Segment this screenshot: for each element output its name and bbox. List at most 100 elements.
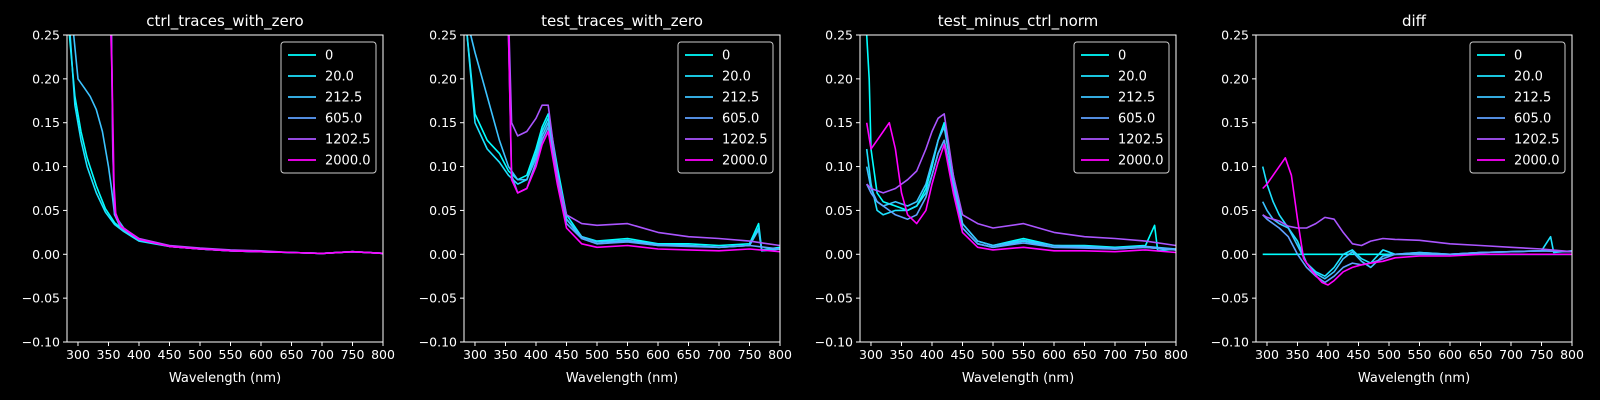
axes-frame bbox=[463, 34, 781, 343]
y-tick-label: 0.10 bbox=[1221, 159, 1249, 174]
legend-label: 0 bbox=[1118, 49, 1126, 64]
x-tick-label: 350 bbox=[97, 347, 121, 362]
y-tick-label: 0.15 bbox=[1221, 115, 1249, 130]
x-tick-label: 300 bbox=[1255, 347, 1279, 362]
x-tick-label: 550 bbox=[616, 347, 640, 362]
legend-label: 605.0 bbox=[325, 112, 362, 127]
x-tick-label: 700 bbox=[1103, 347, 1127, 362]
x-tick-label: 800 bbox=[1560, 347, 1584, 362]
x-tick-label: 600 bbox=[1438, 347, 1462, 362]
x-tick-label: 500 bbox=[585, 347, 609, 362]
x-tick-label: 600 bbox=[1042, 347, 1066, 362]
legend-label: 20.0 bbox=[325, 70, 354, 85]
legend-frame bbox=[677, 41, 774, 174]
series-group bbox=[68, 35, 383, 255]
y-tick-label: −0.10 bbox=[815, 335, 853, 350]
y-tick-label: −0.05 bbox=[1211, 291, 1249, 306]
legend: 0 20.0 212.5 605.0 1202.5 2000.0 bbox=[677, 41, 774, 174]
legend-label: 0 bbox=[325, 49, 333, 64]
x-tick-label: 800 bbox=[1164, 347, 1188, 362]
y-tick-label: 0.20 bbox=[32, 71, 60, 86]
x-tick-label: 450 bbox=[555, 347, 579, 362]
x-tick-label: 750 bbox=[738, 347, 762, 362]
x-tick-label: 650 bbox=[280, 347, 304, 362]
chart-title: diff bbox=[1402, 12, 1427, 30]
chart-title: ctrl_traces_with_zero bbox=[146, 12, 303, 31]
legend-label: 20.0 bbox=[1514, 70, 1543, 85]
y-tick-label: 0.05 bbox=[429, 203, 457, 218]
legend-frame bbox=[1469, 41, 1566, 174]
y-tick-label: 0.15 bbox=[32, 115, 60, 130]
y-tick-label: −0.10 bbox=[419, 335, 457, 350]
legend-label: 20.0 bbox=[722, 70, 751, 85]
legend-label: 20.0 bbox=[1118, 70, 1147, 85]
y-tick-label: 0.20 bbox=[1221, 71, 1249, 86]
legend-label: 1202.5 bbox=[325, 133, 371, 148]
y-tick-label: 0.05 bbox=[1221, 203, 1249, 218]
legend: 0 20.0 212.5 605.0 1202.5 2000.0 bbox=[1469, 41, 1566, 174]
x-tick-label: 500 bbox=[981, 347, 1005, 362]
x-tick-label: 650 bbox=[677, 347, 701, 362]
y-tick-label: 0.05 bbox=[32, 203, 60, 218]
x-tick-label: 700 bbox=[310, 347, 334, 362]
x-tick-label: 400 bbox=[920, 347, 944, 362]
series-line-20.0 bbox=[1261, 166, 1572, 278]
legend-frame bbox=[280, 41, 377, 174]
legend-label: 212.5 bbox=[1118, 91, 1155, 106]
series-line-605.0 bbox=[1262, 214, 1572, 284]
x-tick-label: 450 bbox=[158, 347, 182, 362]
legend-label: 2000.0 bbox=[1118, 154, 1164, 169]
x-tick-label: 300 bbox=[859, 347, 883, 362]
x-tick-label: 350 bbox=[494, 347, 518, 362]
legend-label: 0 bbox=[1514, 49, 1522, 64]
x-tick-label: 800 bbox=[768, 347, 792, 362]
legend-frame bbox=[1073, 41, 1170, 174]
y-tick-label: 0.00 bbox=[825, 247, 853, 262]
x-tick-label: 650 bbox=[1073, 347, 1097, 362]
y-tick-label: 0.05 bbox=[825, 203, 853, 218]
y-tick-label: 0.00 bbox=[1221, 247, 1249, 262]
legend-label: 605.0 bbox=[1118, 112, 1155, 127]
legend-label: 2000.0 bbox=[325, 154, 371, 169]
y-tick-label: 0.00 bbox=[429, 247, 457, 262]
x-axis-label: Wavelength (nm) bbox=[169, 371, 281, 386]
chart-title: test_minus_ctrl_norm bbox=[938, 12, 1099, 31]
y-tick-label: 0.25 bbox=[825, 28, 853, 43]
y-tick-label: 0.25 bbox=[32, 28, 60, 43]
x-tick-label: 750 bbox=[1134, 347, 1158, 362]
x-tick-label: 550 bbox=[1012, 347, 1036, 362]
legend: 0 20.0 212.5 605.0 1202.5 2000.0 bbox=[1073, 41, 1170, 174]
y-tick-label: 0.25 bbox=[429, 28, 457, 43]
y-tick-label: −0.10 bbox=[1211, 335, 1249, 350]
legend: 0 20.0 212.5 605.0 1202.5 2000.0 bbox=[280, 41, 377, 174]
x-axis-label: Wavelength (nm) bbox=[566, 371, 678, 386]
y-tick-label: 0.10 bbox=[429, 159, 457, 174]
chart-panel-4: 300 350 400 450 500 550 600 650 700 750 800 −0.10 −0… bbox=[1211, 12, 1584, 386]
chart-panel-2: 300 350 400 450 500 550 600 650 700 750 800 −0.10 −0… bbox=[419, 12, 792, 386]
x-tick-label: 500 bbox=[188, 347, 212, 362]
series-line-605.0 bbox=[865, 139, 1176, 251]
x-tick-label: 750 bbox=[1530, 347, 1554, 362]
series-line-212.5 bbox=[865, 126, 1176, 250]
y-tick-label: 0.15 bbox=[429, 115, 457, 130]
y-tick-label: 0.20 bbox=[825, 71, 853, 86]
chart-panel-3: 300 350 400 450 500 550 600 650 700 750 800 −0.10 −0… bbox=[815, 12, 1188, 386]
series-line-2000.0 bbox=[1262, 157, 1572, 286]
y-tick-label: 0.20 bbox=[429, 71, 457, 86]
x-tick-label: 350 bbox=[1286, 347, 1310, 362]
chart-title: test_traces_with_zero bbox=[541, 12, 703, 31]
x-tick-label: 300 bbox=[66, 347, 90, 362]
x-axis-label: Wavelength (nm) bbox=[1358, 371, 1470, 386]
y-tick-label: 0.15 bbox=[825, 115, 853, 130]
x-tick-label: 450 bbox=[1347, 347, 1371, 362]
y-tick-label: 0.00 bbox=[32, 247, 60, 262]
x-tick-label: 700 bbox=[707, 347, 731, 362]
series-line-2000.0 bbox=[507, 35, 780, 253]
legend-label: 605.0 bbox=[722, 112, 759, 127]
series-line-0 bbox=[466, 35, 780, 251]
x-tick-label: 750 bbox=[341, 347, 365, 362]
y-tick-label: 0.25 bbox=[1221, 28, 1249, 43]
legend-label: 2000.0 bbox=[1514, 154, 1560, 169]
x-tick-label: 600 bbox=[646, 347, 670, 362]
